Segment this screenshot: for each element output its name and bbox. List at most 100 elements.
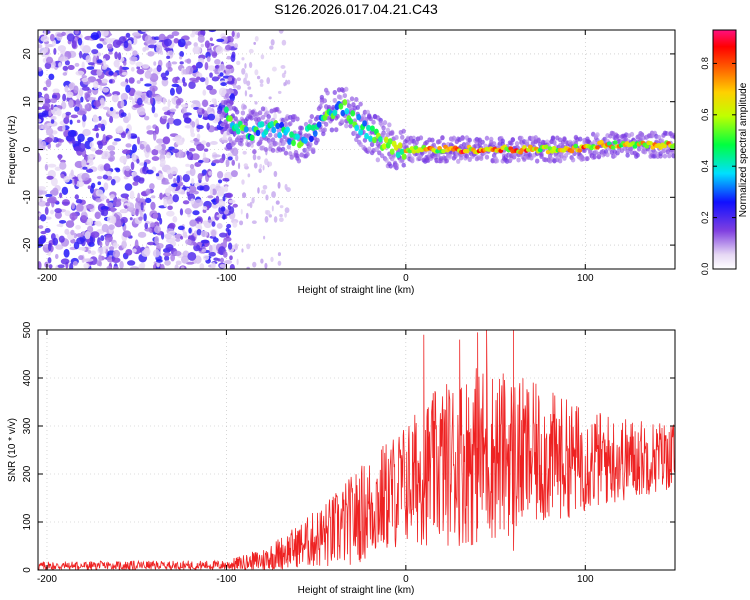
spectrogram-noise-blob — [136, 136, 141, 145]
spectrogram-noise-blob — [281, 39, 287, 46]
spectrogram-ridge-halo — [381, 131, 386, 137]
spectrogram-noise-blob — [141, 249, 150, 257]
spectrogram-noise-blob — [128, 96, 134, 101]
spectrogram-noise-blob — [277, 252, 282, 257]
spectrogram-noise-blob — [220, 206, 226, 212]
spectrogram-noise-blob — [191, 79, 199, 83]
spectrogram-noise-blob — [95, 197, 102, 203]
spectrogram-noise-blob — [167, 99, 171, 108]
spectrogram-noise-blob — [76, 119, 81, 124]
spectrogram-y-tick-label: 0 — [22, 146, 33, 152]
spectrogram-ridge-core — [312, 130, 318, 137]
spectrogram-ridge-halo — [388, 163, 393, 169]
spectrogram-noise-blob — [174, 264, 179, 269]
spectrogram-noise-blob — [62, 65, 69, 71]
spectrogram-ridge-halo — [375, 157, 381, 163]
snr-x-tick-label: -100 — [216, 574, 236, 585]
spectrogram-ridge-core — [342, 99, 348, 106]
spectrogram-noise-blob — [65, 111, 72, 116]
snr-gridlines — [38, 329, 675, 571]
spectrogram-noise-blob — [204, 76, 209, 86]
spectrogram-noise-blob — [103, 58, 107, 66]
spectrogram-noise-blob — [249, 94, 253, 98]
spectrogram-noise-blob — [132, 50, 138, 57]
spectrogram-ridge-core — [393, 144, 399, 151]
spectrogram-ridge-core — [354, 124, 360, 132]
spectrogram-ridge-halo — [233, 116, 238, 122]
spectrogram-noise-blob — [78, 255, 84, 261]
snr-y-tick-label: 300 — [22, 417, 33, 434]
spectrogram-ridge-halo — [358, 142, 363, 148]
spectrogram-noise-blob — [279, 205, 284, 209]
spectrogram-noise-blob — [131, 98, 136, 106]
spectrogram-noise-blob — [181, 106, 187, 115]
spectrogram-noise-blob — [38, 112, 47, 117]
spectrogram-noise-blob — [70, 169, 74, 177]
colorbar-gradient — [712, 29, 737, 270]
spectrogram-noise-blob — [216, 170, 224, 179]
spectrogram-ridge-core — [366, 124, 371, 132]
spectrogram-noise-blob — [90, 147, 97, 152]
spectrogram-noise-blob — [191, 178, 195, 185]
spectrogram-noise-blob — [241, 57, 245, 61]
spectrogram-noise-blob — [257, 155, 261, 160]
spectrogram-noise-blob — [188, 227, 192, 234]
spectrogram-noise-blob — [187, 251, 197, 261]
spectrogram-noise-blob — [196, 228, 202, 236]
spectrogram-ridge-halo — [437, 139, 442, 145]
spectrogram-noise-blob — [112, 141, 118, 146]
spectrogram-noise-blob — [211, 188, 217, 196]
spectrogram-noise-blob — [154, 145, 163, 151]
spectrogram-noise-blob — [58, 138, 65, 143]
spectrogram-noise-blob — [180, 235, 184, 240]
spectrogram-noise-blob — [189, 219, 197, 227]
spectrogram-noise-blob — [169, 166, 178, 175]
spectrogram-noise-blob — [232, 221, 238, 228]
spectrogram-noise-blob — [132, 32, 141, 37]
spectrogram-noise-blob — [86, 225, 94, 234]
spectrogram-noise-blob — [152, 213, 159, 219]
spectrogram-noise-blob — [182, 174, 191, 183]
spectrogram-noise-blob — [217, 187, 225, 196]
spectrogram-ridge-halo — [339, 118, 345, 124]
spectrogram-noise-blob — [179, 50, 185, 58]
spectrogram-noise-blob — [38, 44, 43, 49]
spectrogram-noise-blob — [167, 205, 173, 210]
spectrogram-ridge-core — [413, 145, 419, 150]
spectrogram-noise-blob — [193, 242, 198, 247]
spectrogram-noise-blob — [254, 101, 258, 105]
spectrogram-ridge-halo — [550, 136, 556, 142]
spectrogram-noise-blob — [196, 143, 205, 152]
spectrogram-noise-blob — [97, 141, 103, 150]
spectrogram-noise-blob — [265, 194, 269, 201]
spectrogram-noise-blob — [241, 67, 246, 75]
spectrogram-noise-blob — [136, 80, 141, 84]
spectrogram-ridge-core — [255, 129, 261, 137]
spectrogram-noise-blob — [115, 111, 120, 115]
spectrogram-noise-blob — [270, 39, 275, 46]
spectrogram-noise-blob — [155, 138, 164, 144]
spectrogram-y-axis-label: Frequency (Hz) — [7, 116, 18, 185]
spectrogram-noise-blob — [159, 158, 166, 166]
spectrogram-noise-blob — [101, 209, 109, 217]
spectrogram-noise-blob — [145, 144, 151, 153]
spectrogram-noise-blob — [225, 89, 235, 95]
spectrogram-ridge-core — [387, 138, 393, 145]
spectrogram-noise-blob — [240, 208, 243, 215]
spectrogram-ridge-core — [344, 108, 350, 115]
spectrogram-ridge-halo — [344, 86, 349, 92]
spectrogram-noise-blob — [193, 183, 201, 187]
spectrogram-ridge-halo — [390, 130, 395, 136]
spectrogram-noise-blob — [114, 51, 119, 60]
spectrogram-noise-blob — [105, 38, 113, 44]
spectrogram-ridge-halo — [299, 125, 304, 131]
spectrogram-noise-blob — [67, 64, 75, 71]
spectrogram-noise-blob — [90, 250, 96, 256]
spectrogram-ridge-halo — [367, 146, 372, 152]
spectrogram-noise-blob — [216, 223, 223, 229]
spectrogram-noise-blob — [169, 87, 175, 96]
spectrogram-noise-blob — [47, 242, 52, 252]
spectrogram-noise-blob — [97, 123, 103, 128]
spectrogram-ridge-halo — [662, 153, 668, 159]
spectrogram-noise-blob — [171, 83, 180, 88]
